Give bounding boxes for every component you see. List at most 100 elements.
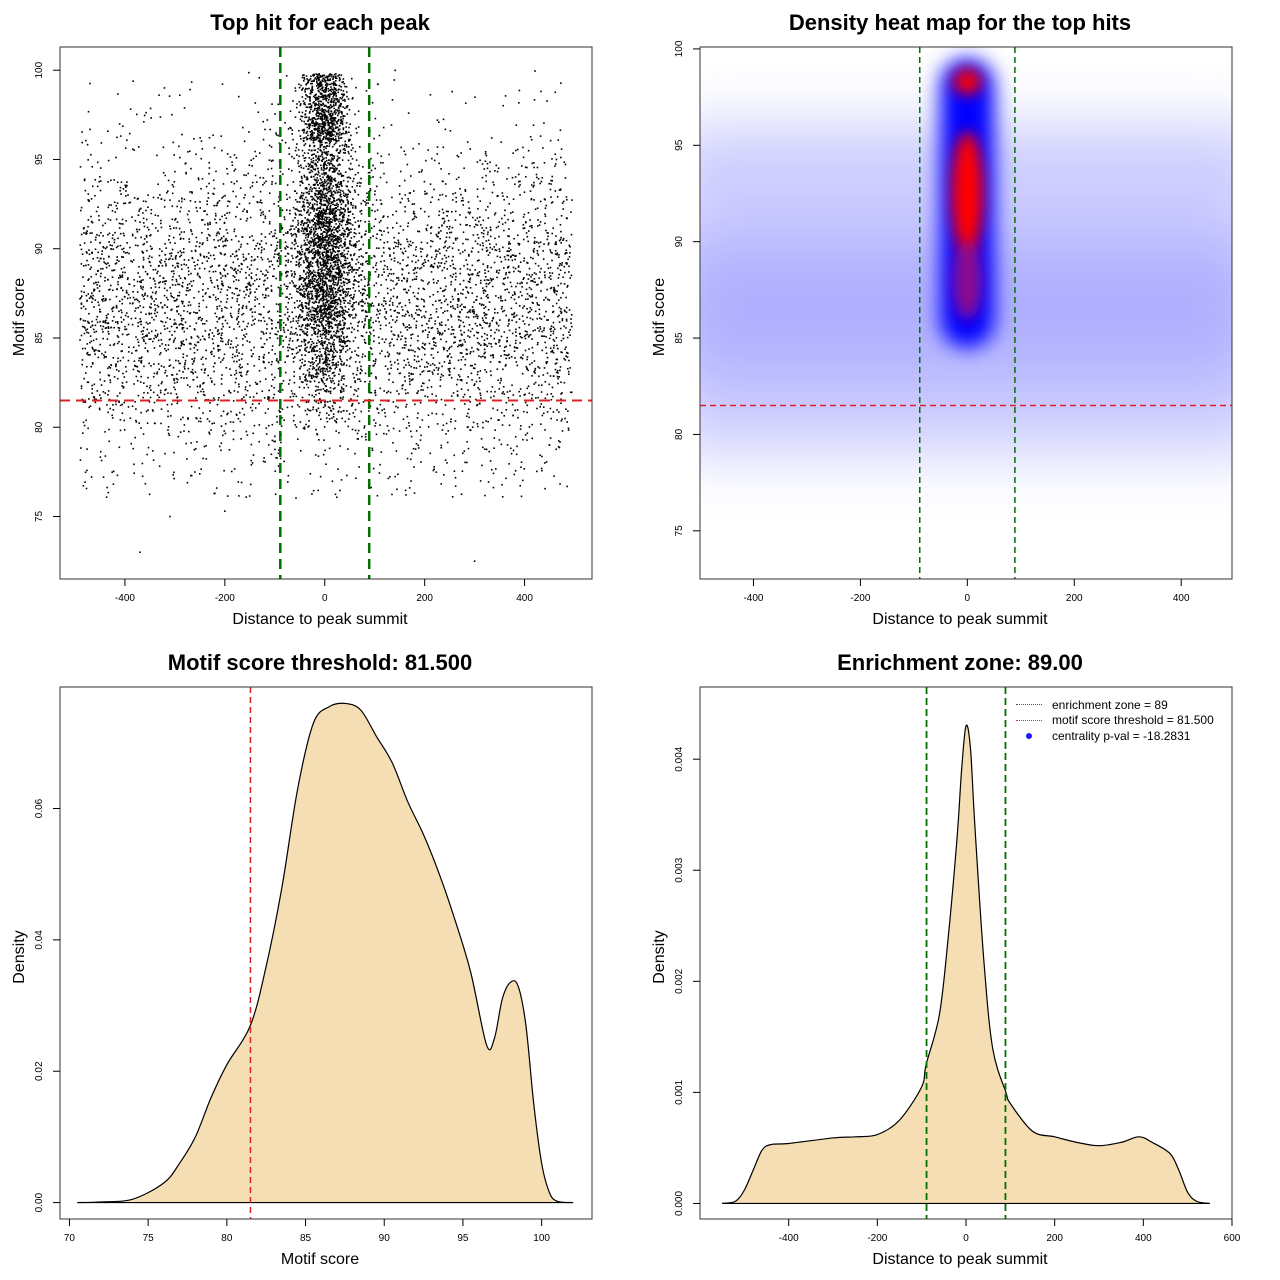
scatter-point [248,268,251,270]
scatter-point [457,345,459,348]
scatter-point [300,166,303,169]
scatter-point [80,387,83,390]
scatter-point [225,228,228,231]
scatter-point [251,185,254,187]
scatter-point [520,356,523,359]
scatter-point [312,408,314,411]
scatter-point [374,394,377,397]
scatter-point [326,365,329,368]
scatter-point [190,81,193,83]
scatter-point [260,337,262,340]
scatter-point [506,178,508,180]
scatter-point [353,275,356,278]
scatter-point [79,459,82,461]
scatter-point [275,333,278,336]
scatter-point [245,174,247,177]
scatter-point [458,344,460,347]
scatter-point [366,196,369,198]
scatter-point [245,430,248,433]
scatter-point [292,233,295,236]
scatter-point [109,288,111,291]
scatter-point [109,344,111,346]
scatter-point [365,90,368,92]
scatter-point [550,183,552,185]
scatter-point [199,316,202,319]
scatter-point [142,433,145,435]
scatter-point [248,131,250,133]
scatter-point [420,255,423,258]
scatter-point [147,194,149,196]
scatter-point [111,209,114,212]
scatter-point [313,332,316,335]
scatter-point [533,251,535,253]
scatter-point [125,184,127,187]
scatter-point [468,324,471,326]
scatter-point [528,324,530,326]
scatter-point [404,326,407,329]
scatter-point [315,393,317,396]
scatter-point [558,321,561,323]
scatter-point [270,260,273,263]
scatter-point [544,429,546,431]
scatter-point [221,359,224,361]
scatter-point [142,256,145,259]
scatter-point [94,178,97,181]
scatter-point [557,411,560,413]
scatter-point [507,276,509,279]
scatter-point [107,278,109,281]
scatter-point [323,283,326,285]
scatter-point [392,427,395,430]
scatter-point [200,390,202,393]
scatter-point [137,394,140,397]
scatter-point [91,320,93,323]
scatter-point [184,277,187,280]
scatter-point [132,447,135,450]
scatter-point [382,215,385,217]
scatter-point [228,326,231,329]
scatter-point [116,342,119,345]
scatter-point [390,279,392,282]
scatter-point [559,238,562,241]
scatter-point [484,269,486,271]
scatter-point [525,288,528,291]
scatter-point [173,378,175,380]
scatter-point [395,245,397,248]
scatter-point [81,325,84,328]
scatter-point [213,355,215,358]
scatter-point [232,261,235,264]
scatter-point [346,293,349,295]
scatter-point [302,260,305,262]
scatter-point [405,494,407,496]
scatter-point [360,304,363,307]
scatter-point [273,256,275,258]
scatter-point [176,265,179,267]
scatter-point [141,288,144,291]
scatter-point [387,355,390,358]
scatter-point [349,357,351,360]
scatter-point [84,308,87,310]
scatter-point [524,337,527,340]
scatter-point [341,330,343,333]
scatter-point [414,268,416,270]
scatter-point [442,246,445,249]
scatter-point [224,239,227,242]
scatter-point [440,338,442,341]
scatter-point [516,445,518,448]
scatter-point [432,469,435,472]
scatter-point [190,230,193,233]
scatter-point [468,207,470,209]
scatter-point [379,309,382,312]
scatter-point [431,265,433,268]
scatter-point [540,384,543,386]
scatter-point [479,392,482,395]
scatter-point [301,228,304,230]
scatter-point [392,333,395,336]
scatter-point [339,320,341,323]
scatter-point [386,391,388,394]
scatter-point [122,223,124,225]
scatter-point [359,372,362,375]
scatter-point [239,271,241,273]
scatter-point [263,296,266,299]
scatter-point [563,357,565,360]
scatter-point [552,227,555,230]
